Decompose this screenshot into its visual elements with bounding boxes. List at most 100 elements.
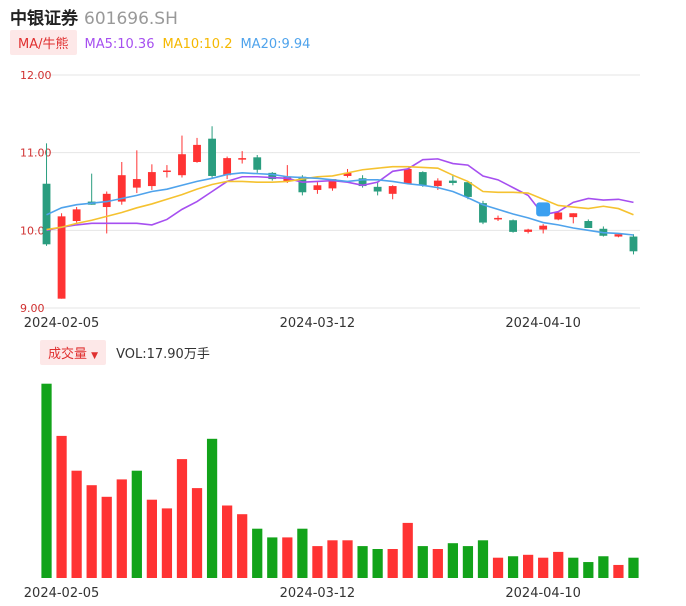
volume-bar [477, 540, 489, 578]
candle-body [524, 229, 533, 232]
candle-body [102, 193, 111, 208]
ma10-line [46, 165, 634, 231]
volume-indicator-label: 成交量 [48, 347, 88, 362]
ma10-label: MA10:10.2 [162, 37, 233, 52]
y-tick-label: 9.00 [20, 302, 45, 315]
volume-indicator-dropdown[interactable]: 成交量 ▼ [40, 340, 107, 365]
volume-bar [387, 549, 398, 578]
volume-bar [598, 556, 609, 578]
candle-body [494, 217, 502, 220]
volume-bar [628, 557, 639, 578]
volume-bar [312, 546, 323, 578]
candle-body [584, 221, 593, 229]
candle-body [479, 203, 487, 223]
candle-body [433, 180, 442, 187]
stock-name: 中银证券 [10, 9, 78, 29]
candle-body [117, 175, 126, 202]
volume-value: VOL:17.90万手 [116, 347, 210, 362]
volume-bar [327, 540, 338, 578]
x-tick-label: 2024-03-12 [280, 316, 356, 331]
candle-body [178, 154, 186, 176]
candle-body [208, 138, 216, 176]
stock-code: 601696.SH [84, 9, 178, 29]
ma-mode-toggle[interactable]: MA/牛熊 [10, 30, 77, 55]
volume-bar [252, 528, 263, 578]
volume-bar [131, 470, 142, 578]
volume-bar [237, 514, 248, 578]
volume-bar [462, 546, 474, 578]
candle-body [328, 179, 337, 189]
volume-bar [101, 496, 112, 578]
volume-legend: 成交量 ▼ VOL:17.90万手 [40, 340, 210, 365]
volume-bar [538, 557, 549, 578]
ma20-line [46, 172, 634, 236]
candle-body [373, 186, 382, 192]
y-tick-label: 11.00 [20, 147, 52, 160]
volume-bar [86, 485, 97, 578]
volume-bar [71, 470, 82, 578]
candle-body [132, 179, 141, 188]
volume-bar [56, 435, 67, 578]
volume-bar [282, 537, 293, 578]
candle-body [298, 176, 307, 193]
volume-bar [161, 508, 173, 578]
candle-body [193, 144, 201, 162]
candle-body [313, 185, 322, 190]
volume-bar [357, 546, 368, 578]
volume-bar [297, 528, 308, 578]
volume-bar [523, 554, 534, 578]
x-tick-label: 2024-04-10 [505, 316, 581, 331]
candle-body [448, 180, 457, 183]
y-tick-label: 12.00 [20, 69, 52, 82]
volume-bar [507, 556, 519, 578]
stock-header: 中银证券 601696.SH [10, 4, 178, 29]
x-tick-label: 2024-02-05 [24, 316, 100, 331]
volume-bar [432, 549, 443, 578]
candle-body [223, 158, 232, 176]
volume-bar [553, 551, 564, 578]
candle-body [343, 172, 352, 176]
candle-body [464, 182, 472, 197]
volume-bar [222, 505, 233, 578]
candle-body [403, 168, 412, 184]
x-tick-label: 2024-02-05 [24, 586, 100, 601]
candle-body [569, 213, 578, 218]
chevron-down-icon: ▼ [91, 351, 99, 361]
candle-body [418, 172, 427, 186]
volume-bar [402, 522, 413, 578]
volume-bar [492, 557, 504, 578]
event-marker-icon [536, 202, 551, 217]
volume-bar [41, 383, 52, 578]
candle-body [147, 172, 156, 187]
candle-body [509, 220, 517, 232]
x-tick-label: 2024-04-10 [505, 586, 581, 601]
ma-legend: MA/牛熊 MA5:10.36 MA10:10.2 MA20:9.94 [10, 30, 311, 55]
ma5-label: MA5:10.36 [84, 37, 155, 52]
volume-bar [267, 537, 278, 578]
volume-bar [176, 459, 188, 578]
volume-bar [568, 557, 579, 578]
candle-body [238, 158, 247, 160]
candle-body [72, 209, 81, 222]
volume-bar [613, 564, 624, 578]
candle-body [268, 172, 277, 180]
candle-body [163, 170, 171, 173]
volume-bar [206, 438, 218, 578]
candle-body [57, 216, 66, 299]
candle-body [539, 225, 548, 230]
candle-body [253, 157, 262, 170]
x-tick-label: 2024-03-12 [280, 586, 356, 601]
volume-bar [342, 540, 353, 578]
candle-body [629, 236, 638, 252]
volume-bar [191, 488, 203, 578]
candle-body [614, 234, 623, 237]
ma20-label: MA20:9.94 [240, 37, 311, 52]
volume-bar [447, 543, 458, 578]
ma5-line [46, 158, 634, 232]
candle-body [554, 212, 563, 220]
volume-bar [146, 499, 157, 578]
volume-bar [116, 479, 127, 578]
volume-bar [372, 549, 383, 578]
candle-body [388, 186, 397, 194]
